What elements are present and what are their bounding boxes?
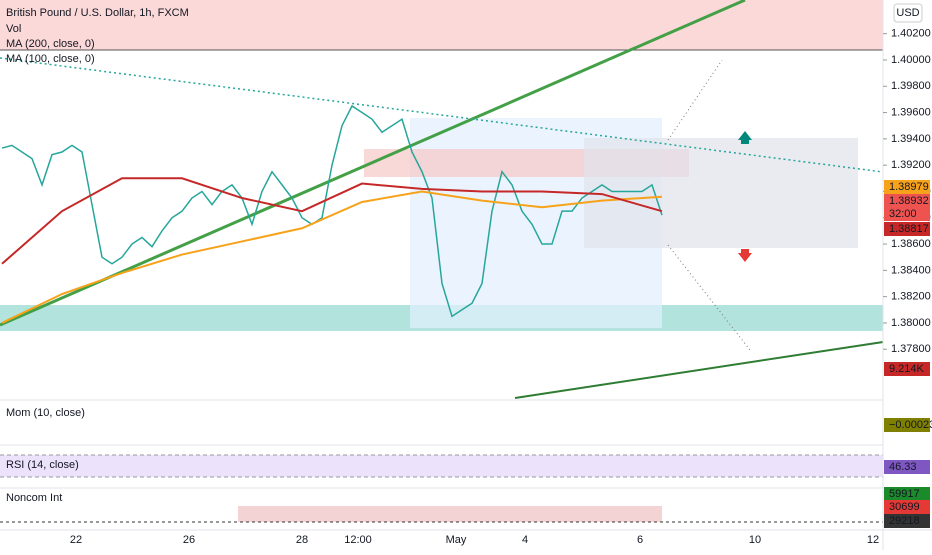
x-tick-label: 22	[70, 534, 82, 546]
rsi-band	[0, 455, 883, 477]
price-badge	[884, 194, 930, 208]
series-line	[1, 190, 663, 324]
y-tick-label: 1.37800	[891, 343, 931, 355]
projection-box	[584, 138, 858, 248]
y-tick-label: 1.40000	[891, 54, 931, 66]
currency[interactable]: USD	[896, 7, 919, 19]
x-tick-label: 12:00	[344, 534, 372, 546]
y-tick-label: 1.39600	[891, 106, 931, 118]
projection-arrow	[667, 59, 723, 141]
x-tick-label: 10	[749, 534, 761, 546]
y-tick-label: 1.39800	[891, 80, 931, 92]
legend-item: MA (100, close, 0)	[6, 53, 95, 65]
price-badge-label: 1.38979	[889, 181, 929, 193]
price-badge	[884, 487, 930, 501]
price-badge	[884, 207, 930, 221]
x-tick-label: 6	[637, 534, 643, 546]
y-tick-label: 1.38000	[891, 317, 931, 329]
price-badge-label: 1.38932	[889, 195, 929, 207]
x-tick-label: 26	[183, 534, 195, 546]
currency-button[interactable]	[893, 3, 923, 23]
price-badge-label: 59917	[889, 488, 920, 500]
price-badge-label: 1.38817	[889, 223, 929, 235]
pane-label: RSI (14, close)	[6, 459, 79, 471]
y-tick-label: 1.40200	[891, 28, 931, 40]
x-tick-label: May	[446, 534, 467, 546]
down-arrow-icon	[738, 249, 752, 262]
x-tick-label: 28	[296, 534, 308, 546]
y-tick-label: 1.38400	[891, 264, 931, 276]
trendline	[514, 341, 884, 399]
price-badge	[884, 460, 930, 474]
y-tick-label: 1.39400	[891, 133, 931, 145]
price-badge	[884, 222, 930, 236]
resistance-zone	[0, 0, 883, 50]
price-badge-label: 30699	[889, 501, 920, 513]
price-badge	[884, 362, 930, 376]
noncom-bars	[238, 506, 662, 522]
price-badge-label: −0.00023	[889, 419, 932, 431]
y-tick-label: 1.39200	[891, 159, 931, 171]
price-badge-label: 29218	[889, 515, 920, 527]
price-badge	[884, 418, 930, 432]
price-badge-label: 32:00	[889, 208, 917, 220]
price-badge-label: 46.33	[889, 461, 917, 473]
series-line	[1, 104, 663, 318]
projection-arrow	[667, 244, 751, 351]
legend-item: Vol	[6, 23, 21, 35]
legend-item: MA (200, close, 0)	[6, 38, 95, 50]
pane-label: Noncom Int	[6, 492, 62, 504]
price-badge	[884, 500, 930, 514]
trendline	[0, 0, 746, 327]
y-tick-label: 1.38600	[891, 238, 931, 250]
pane-label: Mom (10, close)	[6, 407, 85, 419]
x-tick-label: 4	[522, 534, 528, 546]
x-tick-label: 12	[867, 534, 879, 546]
series-line	[1, 177, 663, 265]
price-badge	[884, 180, 930, 194]
trendline	[0, 57, 884, 173]
chart-title: British Pound / U.S. Dollar, 1h, FXCM	[6, 7, 189, 19]
price-badge-label: 9.214K	[889, 363, 925, 375]
price-badge	[884, 514, 930, 528]
up-arrow-icon	[738, 131, 752, 144]
y-tick-label: 1.38200	[891, 291, 931, 303]
